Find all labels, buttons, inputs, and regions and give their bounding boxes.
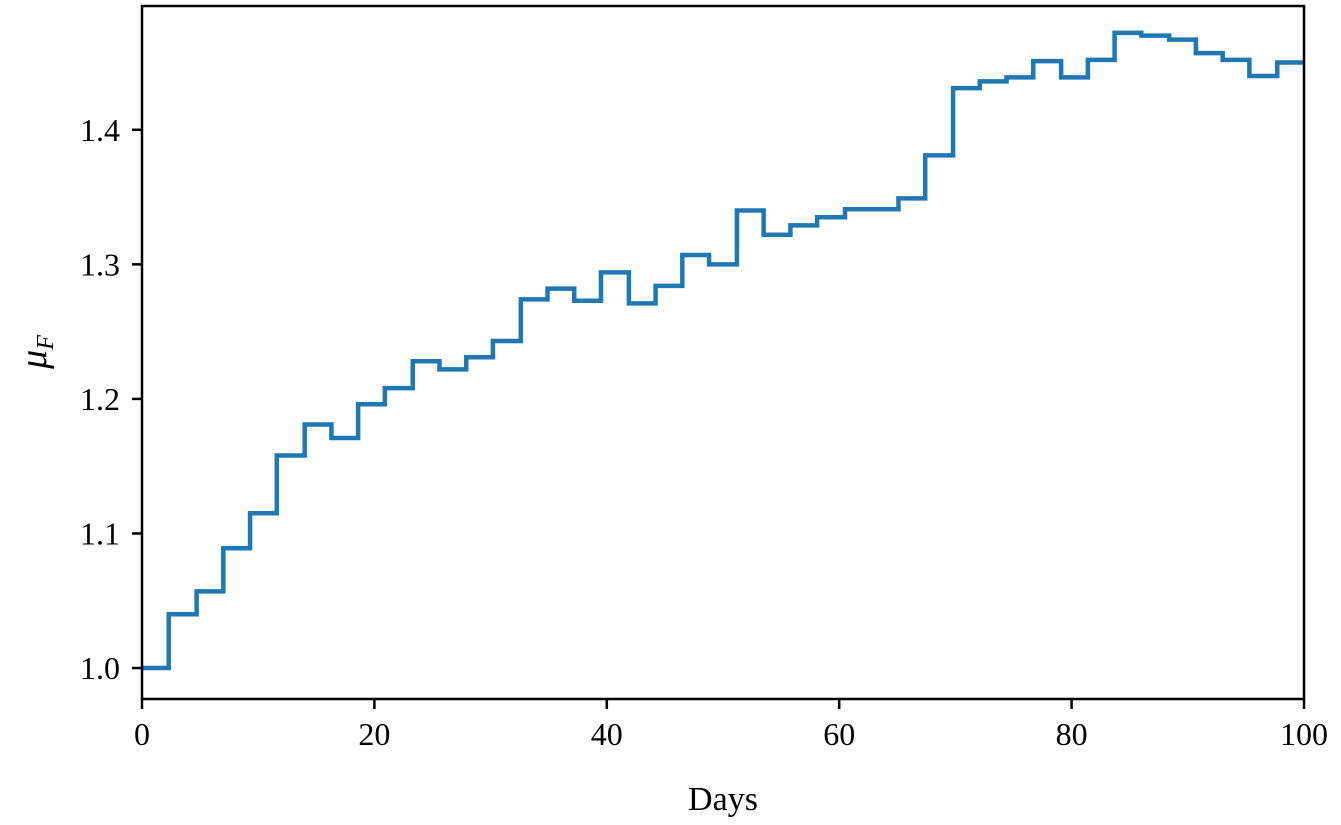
y-tick-label: 1.3 <box>80 246 120 282</box>
y-tick-label: 1.1 <box>80 515 120 551</box>
x-tick-label: 40 <box>591 716 623 752</box>
ticks-layer: 0 20 40 60 80 100 1.0 1.1 1.2 1.3 1.4 <box>80 112 1328 752</box>
x-tick-label: 100 <box>1280 716 1328 752</box>
y-axis-label-main: μ <box>13 350 55 370</box>
series-line <box>142 30 1304 671</box>
y-tick-label: 1.4 <box>80 112 120 148</box>
series-layer <box>142 30 1304 671</box>
plot-frame <box>140 4 1306 701</box>
y-axis-label: μF <box>13 335 59 370</box>
x-tick-label: 80 <box>1056 716 1088 752</box>
y-tick-label: 1.0 <box>80 650 120 686</box>
y-axis-label-sub: F <box>33 335 59 351</box>
x-tick-label: 0 <box>134 716 150 752</box>
x-axis-label: Days <box>688 781 758 818</box>
y-tick-label: 1.2 <box>80 381 120 417</box>
x-tick-label: 60 <box>823 716 855 752</box>
x-tick-label: 20 <box>358 716 390 752</box>
